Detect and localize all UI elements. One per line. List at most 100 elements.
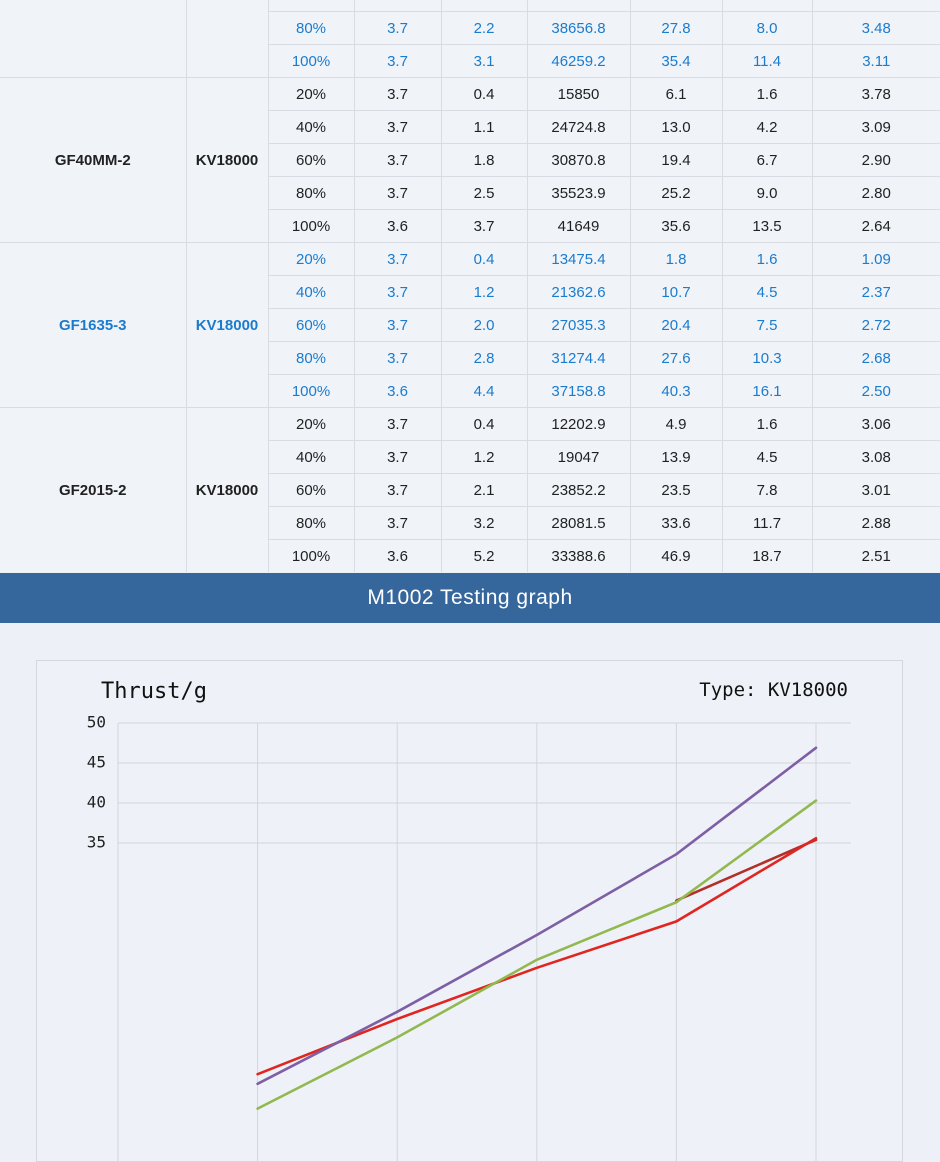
data-cell: 7.8 xyxy=(721,473,813,507)
data-cell: 1.8 xyxy=(629,242,723,276)
data-cell: 25.2 xyxy=(629,176,723,210)
data-cell: 3.6 xyxy=(353,539,442,573)
chart-type-label: Type: KV18000 xyxy=(699,679,848,701)
model-name-cell: GF1635-3 xyxy=(0,242,187,408)
y-tick-label: 50 xyxy=(87,713,106,732)
clipped-cell xyxy=(353,0,442,12)
table-row: 80% 3.7 2.8 31274.4 27.6 10.3 2.68 xyxy=(0,341,940,375)
data-cell: 3.7 xyxy=(353,341,442,375)
data-cell: 24724.8 xyxy=(526,110,631,144)
section-banner: M1002 Testing graph xyxy=(0,573,940,623)
data-cell: 3.7 xyxy=(353,473,442,507)
table-row: 100% 3.6 3.7 41649 35.6 13.5 2.64 xyxy=(0,209,940,243)
throttle-cell: 40% xyxy=(267,440,355,474)
data-cell: 40.3 xyxy=(629,374,723,408)
data-cell: 41649 xyxy=(526,209,631,243)
data-cell: 10.7 xyxy=(629,275,723,309)
throttle-cell: 100% xyxy=(267,44,355,78)
data-cell: 2.1 xyxy=(440,473,528,507)
data-cell: 3.7 xyxy=(353,44,442,78)
data-cell: 0.4 xyxy=(440,77,528,111)
data-cell: 3.7 xyxy=(353,110,442,144)
data-cell: 4.5 xyxy=(721,275,813,309)
data-cell: 37158.8 xyxy=(526,374,631,408)
kv-rating-cell xyxy=(185,0,269,78)
table-row: 100% 3.6 5.2 33388.6 46.9 18.7 2.51 xyxy=(0,539,940,573)
data-cell: 3.01 xyxy=(811,473,940,507)
data-cell: 30870.8 xyxy=(526,143,631,177)
data-cell: 7.5 xyxy=(721,308,813,342)
model-name-cell xyxy=(0,0,187,78)
chart-panel: Thrust/g Type: KV18000 50 45 40 35 xyxy=(36,660,903,1162)
clipped-cell xyxy=(526,0,631,12)
data-cell: 12202.9 xyxy=(526,407,631,441)
data-cell: 28081.5 xyxy=(526,506,631,540)
data-cell: 4.5 xyxy=(721,440,813,474)
table-row: 40% 3.7 1.2 21362.6 10.7 4.5 2.37 xyxy=(0,275,940,309)
data-cell: 46.9 xyxy=(629,539,723,573)
data-cell: 33388.6 xyxy=(526,539,631,573)
motor-spec-table: 80% 3.7 2.2 38656.8 27.8 8.0 3.48 100% 3.7 3.1 462… xyxy=(0,0,940,573)
data-cell: 27.6 xyxy=(629,341,723,375)
data-cell: 33.6 xyxy=(629,506,723,540)
data-cell: 3.78 xyxy=(811,77,940,111)
data-cell: 11.7 xyxy=(721,506,813,540)
throttle-cell: 60% xyxy=(267,143,355,177)
data-cell: 3.7 xyxy=(353,407,442,441)
data-cell: 10.3 xyxy=(721,341,813,375)
data-cell: 3.7 xyxy=(353,143,442,177)
data-cell: 3.6 xyxy=(353,374,442,408)
clipped-cell xyxy=(811,0,940,12)
data-cell: 38656.8 xyxy=(526,11,631,45)
data-cell: 13475.4 xyxy=(526,242,631,276)
throttle-cell: 40% xyxy=(267,110,355,144)
data-cell: 3.06 xyxy=(811,407,940,441)
table-row: 60% 3.7 1.8 30870.8 19.4 6.7 2.90 xyxy=(0,143,940,177)
data-cell: 3.7 xyxy=(353,506,442,540)
data-cell: 2.90 xyxy=(811,143,940,177)
data-cell: 23852.2 xyxy=(526,473,631,507)
data-cell: 0.4 xyxy=(440,242,528,276)
data-cell: 1.1 xyxy=(440,110,528,144)
thrust-line-chart: 50 45 40 35 xyxy=(87,713,851,1161)
throttle-cell: 20% xyxy=(267,242,355,276)
data-cell: 3.1 xyxy=(440,44,528,78)
throttle-cell: 100% xyxy=(267,374,355,408)
data-cell: 3.7 xyxy=(353,242,442,276)
data-cell: 2.37 xyxy=(811,275,940,309)
data-cell: 46259.2 xyxy=(526,44,631,78)
data-cell: 0.4 xyxy=(440,407,528,441)
data-cell: 1.6 xyxy=(721,407,813,441)
model-name-cell: GF40MM-2 xyxy=(0,77,187,243)
kv-rating-cell: KV18000 xyxy=(185,407,269,573)
throttle-cell: 100% xyxy=(267,539,355,573)
data-cell: 1.6 xyxy=(721,77,813,111)
data-cell: 2.64 xyxy=(811,209,940,243)
data-cell: 2.80 xyxy=(811,176,940,210)
data-cell: 1.09 xyxy=(811,242,940,276)
data-cell: 9.0 xyxy=(721,176,813,210)
throttle-cell: 80% xyxy=(267,506,355,540)
data-cell: 3.7 xyxy=(440,209,528,243)
clipped-cell xyxy=(267,0,355,12)
throttle-cell: 80% xyxy=(267,341,355,375)
data-cell: 2.68 xyxy=(811,341,940,375)
data-cell: 2.8 xyxy=(440,341,528,375)
table-row: 80% 3.7 2.2 38656.8 27.8 8.0 3.48 xyxy=(0,11,940,45)
data-cell: 18.7 xyxy=(721,539,813,573)
chart-section: Thrust/g Type: KV18000 50 45 40 35 xyxy=(0,623,940,1162)
data-cell: 11.4 xyxy=(721,44,813,78)
data-cell: 3.08 xyxy=(811,440,940,474)
table-row: 100% 3.7 3.1 46259.2 35.4 11.4 3.11 xyxy=(0,44,940,78)
data-cell: 2.51 xyxy=(811,539,940,573)
data-cell: 3.7 xyxy=(353,11,442,45)
throttle-cell: 40% xyxy=(267,275,355,309)
data-cell: 15850 xyxy=(526,77,631,111)
table-row: 100% 3.6 4.4 37158.8 40.3 16.1 2.50 xyxy=(0,374,940,408)
data-cell: 3.6 xyxy=(353,209,442,243)
table-row: GF1635-3 KV18000 20% 3.7 0.4 13475.4 1.8 1.6 1.0… xyxy=(0,242,940,408)
data-cell: 3.7 xyxy=(353,176,442,210)
data-cell: 1.2 xyxy=(440,440,528,474)
data-cell: 2.72 xyxy=(811,308,940,342)
data-cell: 2.0 xyxy=(440,308,528,342)
